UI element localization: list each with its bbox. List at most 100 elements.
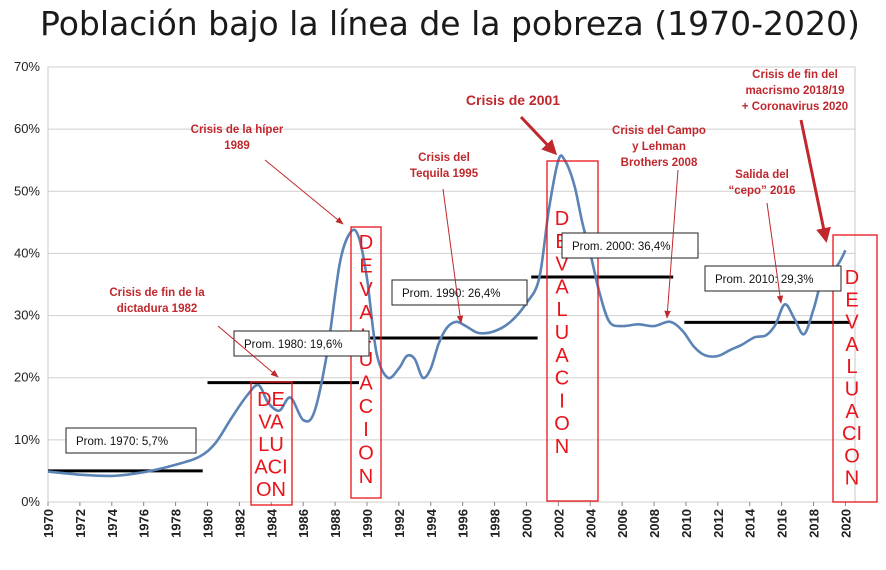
annotation-text: Crisis de fin del — [752, 69, 838, 81]
devaluation-text: D — [845, 267, 859, 289]
average-label-box — [233, 330, 370, 357]
average-label: Prom. 2000: 36,4% — [572, 241, 670, 253]
annotation-arrow — [766, 202, 784, 304]
x-tick-label: 1996 — [456, 509, 471, 538]
average-label: Prom. 1980: 19,6% — [244, 339, 342, 351]
poverty-series-line — [47, 154, 847, 478]
annotation-arrow — [664, 169, 679, 319]
annotation-arrow — [217, 325, 279, 378]
annotation-text: Crisis de la híper — [191, 124, 284, 136]
average-label-box — [704, 265, 842, 292]
devaluation-box — [546, 160, 599, 502]
annotations: Crisis de fin de la dictadura 1982 Crisis … — [109, 69, 848, 378]
devaluation-text: E — [359, 255, 372, 277]
average-label: Prom. 1990: 26,4% — [402, 288, 500, 300]
x-tick-label: 1974 — [105, 508, 120, 538]
devaluation-text: L — [846, 356, 857, 378]
devaluation-text: CI — [842, 423, 862, 445]
x-tick-label: 2008 — [647, 509, 662, 538]
devaluation-text: N — [555, 436, 569, 458]
annotation-text: Crisis de fin de la — [109, 287, 205, 299]
x-tick-label: 2012 — [711, 509, 726, 538]
x-tick-label: 1986 — [296, 509, 311, 538]
y-tick-label: 0% — [21, 494, 40, 509]
x-tick-label: 1976 — [137, 509, 152, 538]
x-tick-label: 2000 — [519, 509, 534, 538]
annotation-text: Crisis de 2001 — [466, 92, 560, 108]
devaluation-text: O — [844, 445, 860, 467]
devaluation-text: N — [845, 468, 859, 490]
y-tick-label: 10% — [14, 432, 40, 447]
annotation-text: Crisis del — [418, 152, 470, 164]
devaluation-text: I — [559, 390, 565, 412]
devaluation-box — [350, 226, 382, 499]
average-label-box — [65, 427, 197, 454]
y-axis: 0% 10% 20% 30% 40% 50% 60% 70% — [14, 59, 40, 509]
annotation-text: y Lehman — [632, 141, 686, 153]
devaluation-text: L — [556, 299, 567, 321]
devaluation-text: D — [359, 232, 373, 254]
annotation-text: Tequila 1995 — [410, 168, 479, 180]
devaluation-text: ACI — [254, 457, 287, 479]
annotation-text: Brothers 2008 — [621, 157, 698, 169]
annotation-arrow — [442, 188, 464, 324]
devaluation-text: V — [359, 279, 373, 301]
devaluation-text: O — [358, 443, 374, 465]
devaluation-text: DE — [257, 389, 285, 411]
annotation-arrow — [264, 159, 344, 225]
average-label: Prom. 1970: 5,7% — [76, 436, 168, 448]
annotation-text: + Coronavirus 2020 — [742, 101, 848, 113]
x-tick-label: 1988 — [328, 509, 343, 538]
annotation-arrow — [519, 115, 558, 156]
devaluation-text: A — [555, 345, 569, 367]
y-tick-label: 40% — [14, 245, 40, 260]
devaluation-text: C — [359, 396, 373, 418]
annotation-text: macrismo 2018/19 — [745, 85, 844, 97]
devaluation-text: A — [555, 276, 569, 298]
x-axis: 1970 1972 1974 1976 1978 1980 1982 1984 1986 1988… — [41, 502, 853, 538]
devaluation-boxes: DEVALUACIONDEVALUACIONDEVALUACIONDEVALUA… — [250, 160, 878, 506]
annotation-text: dictadura 1982 — [117, 303, 198, 315]
y-tick-label: 20% — [14, 370, 40, 385]
x-tick-label: 1992 — [392, 509, 407, 538]
devaluation-box — [832, 234, 878, 503]
devaluation-text: C — [555, 368, 569, 390]
series-layer — [47, 154, 847, 478]
y-tick-label: 30% — [14, 308, 40, 323]
average-label: Prom. 2010: 29,3% — [715, 274, 813, 286]
devaluation-text: V — [555, 254, 569, 276]
x-tick-label: 1978 — [169, 509, 184, 538]
average-label-box — [561, 232, 699, 259]
devaluation-text: A — [845, 334, 859, 356]
annotation-text: Salida del — [735, 169, 789, 181]
devaluation-box — [250, 381, 293, 506]
average-lines — [48, 275, 851, 473]
x-tick-label: 2004 — [583, 508, 598, 538]
devaluation-text: U — [555, 322, 569, 344]
x-tick-label: 1980 — [200, 509, 215, 538]
devaluation-text: E — [845, 289, 858, 311]
chart-title: Población bajo la línea de la pobreza (1… — [40, 4, 860, 43]
x-tick-label: 2020 — [838, 509, 853, 538]
devaluation-text: VA — [258, 412, 284, 434]
devaluation-text: U — [845, 379, 859, 401]
y-tick-label: 60% — [14, 121, 40, 136]
devaluation-text: A — [359, 372, 373, 394]
x-tick-label: 2010 — [679, 509, 694, 538]
devaluation-text: N — [359, 466, 373, 488]
devaluation-text: D — [555, 208, 569, 230]
average-labels: Prom. 1970: 5,7% Prom. 1980: 19,6% Prom. 1… — [65, 232, 842, 454]
x-tick-label: 2014 — [743, 508, 758, 538]
devaluation-text: I — [363, 419, 369, 441]
devaluation-text: O — [554, 413, 570, 435]
x-tick-label: 1998 — [488, 509, 503, 538]
annotation-text: 1989 — [224, 140, 250, 152]
x-tick-label: 1994 — [424, 508, 439, 538]
x-tick-label: 1982 — [232, 509, 247, 538]
annotation-arrow — [799, 119, 831, 243]
y-tick-label: 70% — [14, 59, 40, 74]
x-tick-label: 1984 — [264, 508, 279, 538]
x-tick-label: 2002 — [551, 509, 566, 538]
devaluation-text: A — [845, 401, 859, 423]
